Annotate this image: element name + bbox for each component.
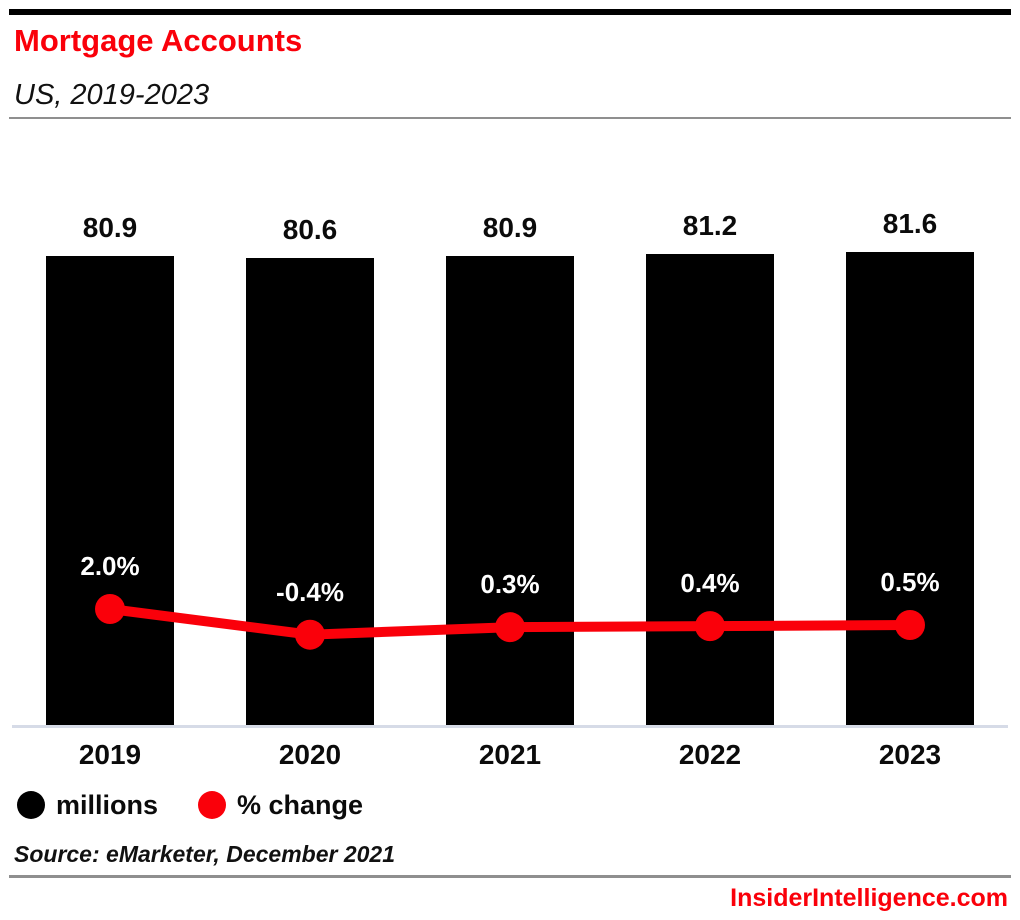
legend-item-millions: millions (17, 790, 158, 820)
legend-item-pct-change: % change (198, 790, 363, 820)
top-rule (9, 9, 1011, 15)
chart-title: Mortgage Accounts (14, 23, 303, 58)
bar-2023 (846, 252, 974, 725)
legend-label-pct-change: % change (237, 790, 364, 820)
x-axis-tick-label: 2022 (678, 739, 742, 770)
bar-value-label: 80.6 (282, 213, 338, 245)
line-value-label: 0.5% (880, 567, 940, 598)
bar-value-label: 80.9 (482, 212, 538, 244)
brand-wordmark: InsiderIntelligence.com (730, 884, 1008, 912)
bar-value-label: 81.6 (882, 208, 938, 239)
header-divider (9, 117, 1011, 119)
x-axis-line (12, 725, 1008, 728)
bar-2019 (46, 256, 174, 725)
x-axis-tick-label: 2019 (78, 739, 142, 770)
legend-label-millions: millions (56, 790, 159, 820)
x-axis-tick-label: 2020 (278, 739, 342, 770)
bar-value-label: 80.9 (82, 212, 138, 244)
line-value-label: 0.3% (480, 569, 540, 600)
x-axis-tick-label: 2023 (878, 739, 942, 770)
line-value-label: -0.4% (276, 576, 344, 607)
source-note: Source: eMarketer, December 2021 (14, 841, 395, 867)
bar-2022 (646, 254, 774, 725)
bar-value-label: 81.2 (682, 210, 738, 242)
chart-subtitle: US, 2019-2023 (14, 79, 210, 111)
footer-divider (9, 875, 1011, 878)
chart-legend: millions % change (17, 790, 363, 820)
line-value-label: 0.4% (680, 568, 740, 599)
x-axis-tick-label: 2021 (478, 739, 542, 770)
bar-2021 (446, 256, 574, 725)
pct-change-swatch-icon (198, 791, 227, 819)
line-value-label: 2.0% (80, 550, 140, 581)
millions-swatch-icon (17, 791, 45, 819)
bar-2020 (246, 257, 374, 725)
